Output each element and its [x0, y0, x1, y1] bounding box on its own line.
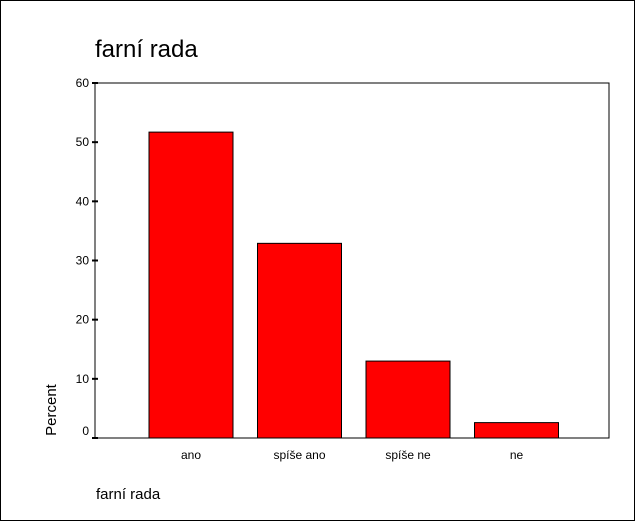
- y-tick-label: 30: [76, 254, 90, 268]
- y-tick-label: 50: [76, 135, 90, 149]
- x-tick-label: ne: [510, 448, 524, 462]
- bar-1: [257, 242, 342, 439]
- bar-2: [365, 360, 451, 439]
- y-tick-label: 20: [76, 313, 90, 327]
- x-tick-label: spíše ano: [273, 448, 325, 462]
- y-axis: 0 10 20 30 40 50 60: [76, 76, 98, 439]
- y-tick-label: 0: [82, 424, 89, 438]
- bar-0: [148, 131, 234, 439]
- bars: [148, 131, 559, 439]
- y-tick-label: 40: [76, 194, 90, 208]
- y-axis-label: Percent: [43, 383, 60, 436]
- y-tick-label: 60: [76, 76, 90, 90]
- chart-title: farní rada: [95, 36, 198, 63]
- x-axis: ano spíše ano spíše ne ne: [181, 448, 524, 462]
- x-axis-label: farní rada: [96, 486, 161, 503]
- bar-3: [474, 422, 559, 439]
- x-tick-label: spíše ne: [385, 448, 431, 462]
- y-tick-label: 10: [76, 372, 90, 386]
- x-tick-label: ano: [181, 448, 201, 462]
